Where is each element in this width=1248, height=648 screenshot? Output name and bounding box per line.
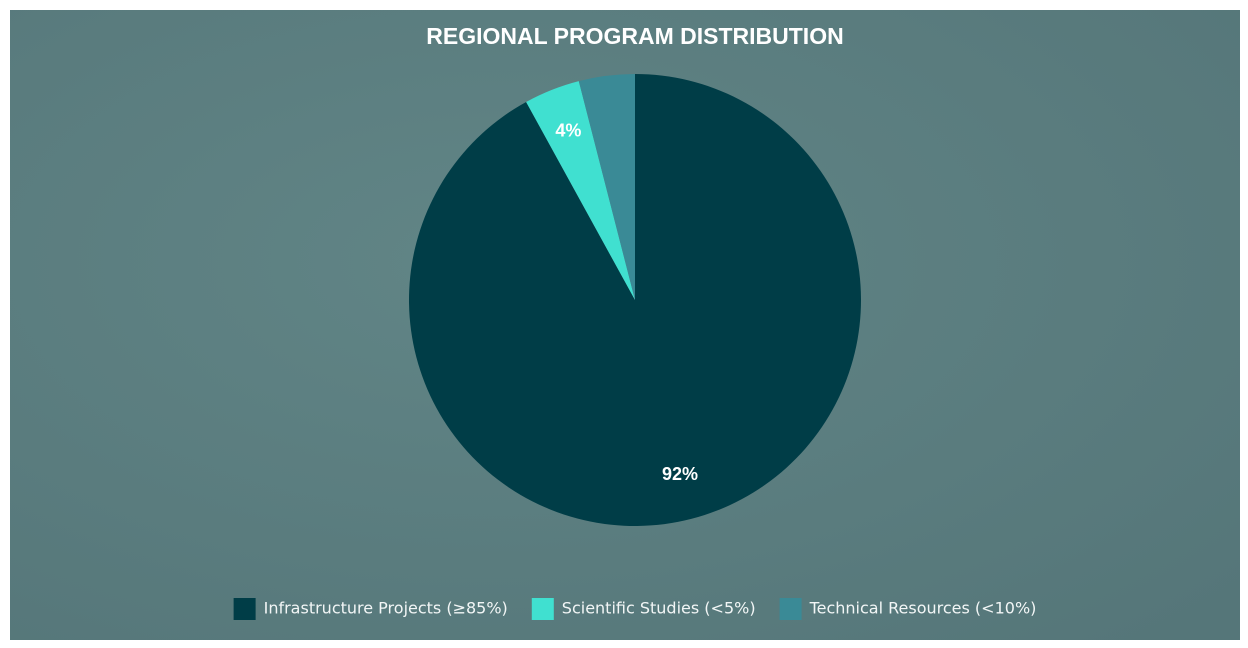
legend-swatch <box>531 598 554 620</box>
pie-slice <box>526 81 635 300</box>
data-label: 4% <box>555 121 581 141</box>
legend-label: Infrastructure Projects (≥85%) <box>264 599 508 618</box>
chart-title: REGIONAL PROGRAM DISTRIBUTION <box>426 23 843 49</box>
legend-swatch <box>233 598 256 620</box>
legend-swatch <box>779 598 802 620</box>
data-label: 92% <box>662 464 698 484</box>
legend: Infrastructure Projects (≥85%) Scientific… <box>233 598 1037 620</box>
legend-label: Scientific Studies (<5%) <box>562 599 756 618</box>
pie-slice <box>578 74 635 300</box>
legend-label: Technical Resources (<10%) <box>809 599 1037 618</box>
